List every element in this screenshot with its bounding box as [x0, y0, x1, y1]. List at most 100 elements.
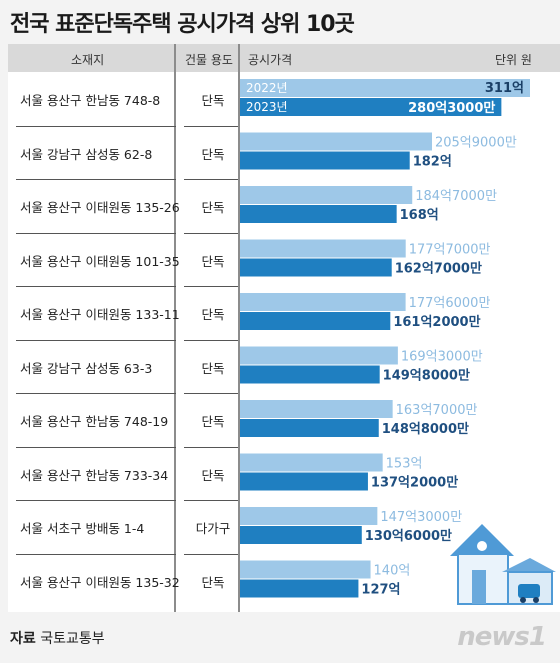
- row-separator: [16, 339, 176, 341]
- row-location: 서울 강남구 삼성동 62-8: [20, 146, 153, 162]
- row-separator: [16, 125, 176, 127]
- row-separator: [184, 553, 238, 555]
- page-title: 전국 표준단독주택 공시가격 상위 10곳: [10, 12, 355, 37]
- row-separator: [16, 179, 176, 180]
- row-use: 단독: [201, 200, 225, 215]
- row-separator: [16, 553, 176, 555]
- row-location: 서울 용산구 이태원동 101-35: [20, 253, 180, 269]
- row-location: 서울 서초구 방배동 1-4: [20, 521, 145, 536]
- bar-2022: [240, 186, 413, 204]
- row-use: 단독: [201, 360, 225, 376]
- bar-2023: [240, 419, 379, 437]
- row-separator: [16, 286, 176, 287]
- row-use: 단독: [201, 414, 225, 429]
- source-caption: 자료 국토교통부: [10, 628, 105, 648]
- source-label: 자료: [10, 631, 36, 647]
- row-separator: [184, 500, 238, 501]
- label-2022: 140억: [374, 564, 411, 579]
- label-2022: 311억: [485, 81, 524, 96]
- price-table: 소재지 건물 용도 공시가격 단위 원 서울 용산구 한남동 748-8 단독 서울…: [8, 44, 560, 612]
- header-location: 소재지: [71, 53, 105, 67]
- table-row: 서울 용산구 이태원동 133-11 단독: [8, 286, 560, 339]
- row-separator: [184, 446, 238, 448]
- row-separator: [16, 446, 176, 448]
- row-location: 서울 용산구 한남동 748-8: [20, 93, 161, 108]
- row-location: 서울 용산구 이태원동 133-11: [20, 307, 180, 322]
- row-use: 단독: [201, 574, 225, 590]
- table-row: 서울 용산구 한남동 748-19 단독: [8, 393, 560, 446]
- label-2022: 205억9000만: [435, 136, 517, 151]
- label-2023: 148억8000만: [382, 421, 469, 437]
- bar-2023: [240, 151, 410, 170]
- bar-2022: [240, 79, 530, 97]
- bar-2023: [240, 258, 392, 277]
- table-row: 서울 용산구 한남동 733-34 단독: [8, 446, 560, 500]
- label-2023: 168억: [400, 208, 439, 223]
- label-2023: 127억: [361, 583, 400, 598]
- row-separator: [16, 500, 176, 501]
- table-row: 서울 강남구 삼성동 62-8 단독: [8, 125, 560, 179]
- news1-logo: news1: [457, 622, 547, 652]
- row-separator: [184, 339, 238, 341]
- label-2022: 163억7000만: [396, 403, 478, 418]
- bar-2023: [240, 365, 380, 384]
- label-2023: 149억8000만: [383, 368, 470, 384]
- price-bar-chart: 2022년 2023년 311억 280억3000만 205억9000만 182억 184억…: [240, 79, 530, 598]
- label-2023: 162억7000만: [395, 261, 482, 277]
- table-row: 서울 용산구 이태원동 135-26 단독: [8, 179, 560, 232]
- label-2022: 177억7000만: [409, 243, 491, 258]
- legend-2022: 2022년: [246, 81, 288, 95]
- label-2023: 137억2000만: [371, 475, 458, 491]
- row-separator: [184, 232, 238, 234]
- label-2022: 169억3000만: [401, 350, 483, 365]
- label-2022: 153억: [386, 457, 423, 472]
- bar-2023: [240, 98, 502, 116]
- row-use: 다가구: [195, 521, 231, 536]
- row-separator: [184, 125, 238, 127]
- row-location: 서울 강남구 삼성동 63-3: [20, 360, 153, 376]
- label-2022: 184억7000만: [415, 189, 497, 204]
- row-use: 단독: [201, 146, 225, 162]
- row-separator: [16, 232, 176, 234]
- label-2023: 280억3000만: [408, 100, 495, 116]
- source-name: 국토교통부: [40, 631, 105, 647]
- bar-2022: [240, 132, 432, 151]
- row-separator: [184, 393, 238, 394]
- label-2023: 130억6000만: [365, 528, 452, 544]
- row-use: 단독: [201, 307, 225, 322]
- label-2023: 182억: [413, 155, 452, 170]
- bar-2023: [240, 526, 362, 544]
- table-row: 서울 용산구 한남동 748-8 단독: [8, 72, 560, 125]
- label-2022: 147억3000만: [380, 510, 462, 525]
- row-separator: [184, 179, 238, 180]
- bar-2023: [240, 579, 359, 598]
- legend-2023: 2023년: [246, 100, 288, 114]
- row-use: 단독: [201, 467, 225, 483]
- row-use: 단독: [201, 93, 225, 108]
- table-row: 서울 용산구 이태원동 101-35 단독: [8, 232, 560, 286]
- row-separator: [184, 286, 238, 287]
- bar-2022: [240, 507, 378, 525]
- bar-2022: [240, 400, 393, 418]
- bar-2022: [240, 346, 398, 365]
- header-unit: 단위 원: [495, 53, 532, 67]
- column-divider: [174, 44, 176, 612]
- bar-2023: [240, 472, 368, 491]
- column-divider: [238, 44, 240, 612]
- bar-2022: [240, 453, 383, 472]
- table-row: 서울 강남구 삼성동 63-3 단독: [8, 339, 560, 393]
- bar-2022: [240, 239, 406, 258]
- bar-2023: [240, 312, 391, 330]
- row-location: 서울 용산구 이태원동 135-32: [20, 574, 180, 590]
- table-row: 서울 서초구 방배동 1-4 다가구: [8, 500, 560, 553]
- row-location: 서울 용산구 한남동 748-19: [20, 414, 169, 429]
- header-use: 건물 용도: [185, 53, 233, 67]
- table-row: 서울 용산구 이태원동 135-32 단독: [8, 553, 560, 607]
- bar-2022: [240, 293, 406, 311]
- label-2022: 177억6000만: [409, 296, 491, 311]
- table-header: 소재지 건물 용도 공시가격 단위 원: [8, 44, 560, 72]
- row-separator: [16, 393, 176, 394]
- bar-2023: [240, 205, 397, 223]
- row-use: 단독: [201, 253, 225, 269]
- label-2023: 161억2000만: [393, 314, 480, 330]
